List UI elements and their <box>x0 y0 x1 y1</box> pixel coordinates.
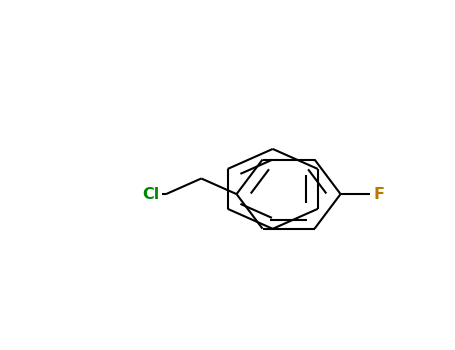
Text: Cl: Cl <box>142 187 159 202</box>
Text: F: F <box>374 187 384 202</box>
